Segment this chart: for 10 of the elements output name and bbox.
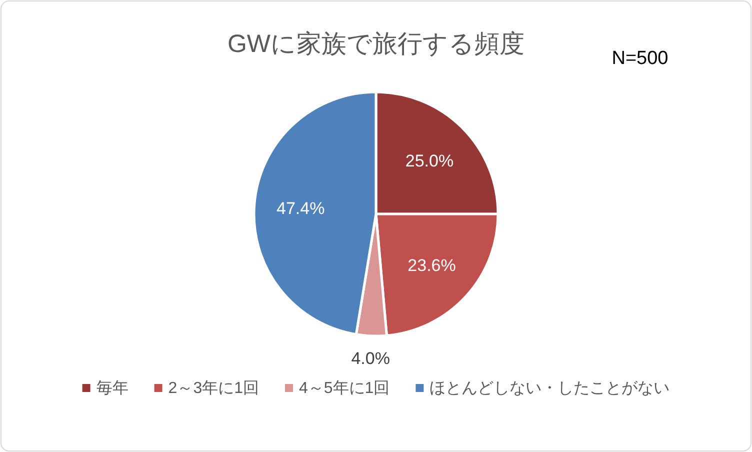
data-label: 23.6% — [408, 256, 456, 276]
data-label: 25.0% — [405, 152, 454, 171]
data-label: 4.0% — [351, 348, 390, 368]
text: N=500 — [612, 48, 668, 69]
legend-label: 毎年 — [96, 380, 128, 397]
chart-title: GWに家族で旅行する頻度 — [227, 30, 525, 58]
data-label: 47.4% — [276, 198, 325, 218]
legend-label: 2～3年に1回 — [168, 380, 259, 397]
legend-label: ほとんどしない・したことがない — [430, 380, 670, 397]
legend-label: 4～5年に1回 — [299, 380, 390, 397]
